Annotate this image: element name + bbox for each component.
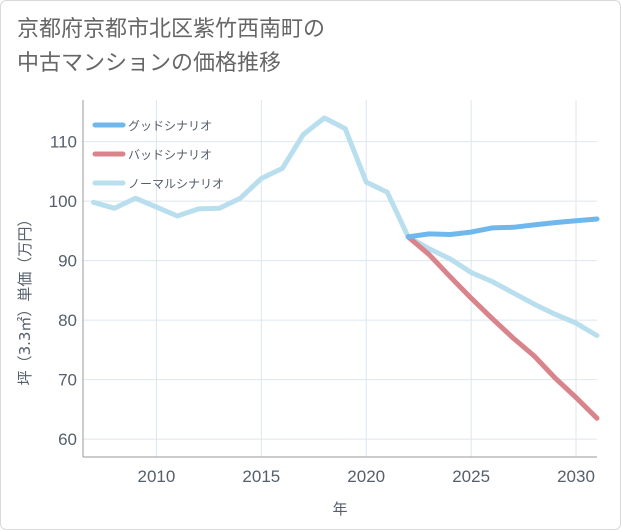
axes: 60 70 80 90 100 110 2010 2015 2020 2025 2030 bbox=[49, 100, 597, 486]
series-line-good bbox=[405, 216, 600, 240]
y-tick-label: 70 bbox=[58, 371, 77, 390]
x-axis-title: 年 bbox=[332, 500, 347, 518]
y-tick-label: 80 bbox=[58, 311, 77, 330]
y-axis-title: 坪（3.3㎡）単価（万円） bbox=[16, 212, 34, 386]
x-tick-label: 2030 bbox=[557, 467, 595, 486]
y-tick-label: 60 bbox=[58, 430, 77, 449]
x-tick-label: 2015 bbox=[242, 467, 280, 486]
title-line-1: 京都府京都市北区紫竹西南町の bbox=[17, 17, 326, 42]
chart-title: 京都府京都市北区紫竹西南町の 中古マンションの価格推移 bbox=[17, 13, 577, 81]
legend-label: バッドシナリオ bbox=[128, 148, 212, 162]
x-tick-label: 2020 bbox=[347, 467, 385, 486]
grid-lines bbox=[83, 100, 597, 457]
y-tick-label: 90 bbox=[58, 252, 77, 271]
series-lines bbox=[91, 115, 600, 421]
title-line-2: 中古マンションの価格推移 bbox=[17, 51, 282, 76]
x-tick-label: 2025 bbox=[452, 467, 490, 486]
y-tick-label: 100 bbox=[49, 192, 77, 211]
y-tick-label: 110 bbox=[50, 133, 77, 152]
legend-label: グッドシナリオ bbox=[128, 119, 212, 133]
legend-label: ノーマルシナリオ bbox=[128, 177, 224, 191]
series-line-bad bbox=[405, 234, 600, 421]
series-line-normal bbox=[91, 115, 600, 339]
x-tick-label: 2010 bbox=[138, 467, 176, 486]
